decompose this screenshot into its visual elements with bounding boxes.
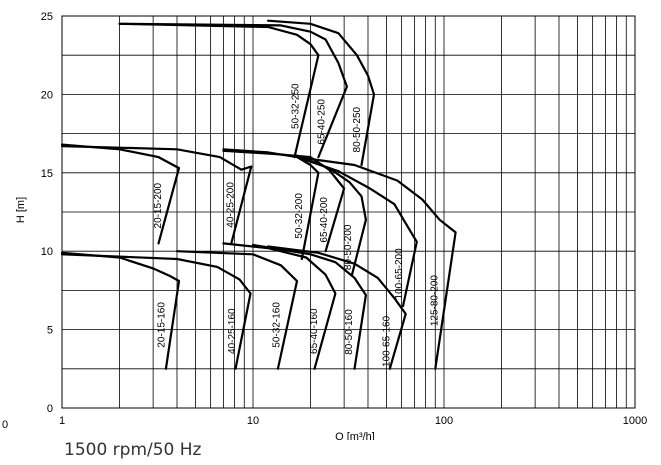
pump-curve-80-50-160 [251, 243, 367, 370]
pump-curve-100-65-160 [267, 245, 407, 370]
plot-frame [61, 15, 636, 409]
curve-label: 80-50-200 [343, 224, 354, 270]
speed-caption: 1500 rpm/50 Hz [64, 440, 202, 460]
y-tick-label: 20 [41, 89, 53, 101]
pump-curve-40-25-160 [60, 253, 252, 370]
pump-curve-100-65-200 [295, 156, 418, 308]
curve-label: 100-65-160 [382, 315, 393, 367]
curve-label: 40-25-160 [227, 308, 238, 354]
curve-label: 50-32-200 [294, 193, 305, 239]
curve-label: 40-25-200 [225, 182, 236, 228]
x-tick-label: 100 [435, 415, 453, 427]
y-tick-label: 0 [47, 403, 53, 415]
curve-label: 100-65-200 [394, 248, 405, 300]
y-tick-label: 25 [41, 11, 53, 23]
y-axis-label: H [m] [15, 197, 27, 223]
x-tick-label: 1000 [623, 415, 647, 427]
pump-curve-40-25-200 [60, 145, 253, 245]
curves [60, 19, 457, 370]
curve-label: 65-40-250 [317, 99, 328, 145]
pump-curve-50-32-250 [118, 22, 320, 159]
x-tick-label: 10 [247, 415, 259, 427]
pump-curve-125-80-200 [295, 156, 457, 370]
curve-labels: 20-15-160 40-25-160 50-32-160 65-40-160 80-5… [153, 83, 441, 367]
curve-label: 125-80-200 [429, 275, 440, 327]
curve-label: 80-50-160 [344, 309, 355, 355]
y-tick-label: 10 [41, 246, 53, 258]
pump-curve-80-50-250 [267, 19, 376, 167]
curve-label: 80-50-250 [352, 106, 363, 152]
curve-label: 50-32-250 [291, 83, 302, 129]
curve-label: 50-32-160 [272, 302, 283, 348]
pump-curve-50-32-160 [175, 250, 299, 370]
x-axis-label: Q [m³/h] [335, 431, 375, 440]
pump-curve-50-32-200 [222, 148, 320, 261]
curve-label: 65-40-200 [319, 197, 330, 243]
x-tick-label: 1 [59, 415, 65, 427]
curve-label: 20-15-160 [157, 302, 168, 348]
curve-label: 65-40-160 [309, 308, 320, 354]
grid [62, 16, 635, 408]
y-tick-label: 5 [47, 325, 53, 337]
stray-zero-label: 0 [2, 419, 8, 431]
pump-curve-chart: 20-15-160 40-25-160 50-32-160 65-40-160 80-5… [2, 11, 647, 440]
y-tick-label: 15 [41, 168, 53, 180]
tick-labels: 1 10 100 1000 0 5 10 15 20 25 [41, 11, 647, 427]
curve-label: 20-15-200 [153, 182, 164, 228]
pump-curve-65-40-250 [118, 22, 348, 159]
pump-curve-65-40-160 [222, 242, 337, 370]
